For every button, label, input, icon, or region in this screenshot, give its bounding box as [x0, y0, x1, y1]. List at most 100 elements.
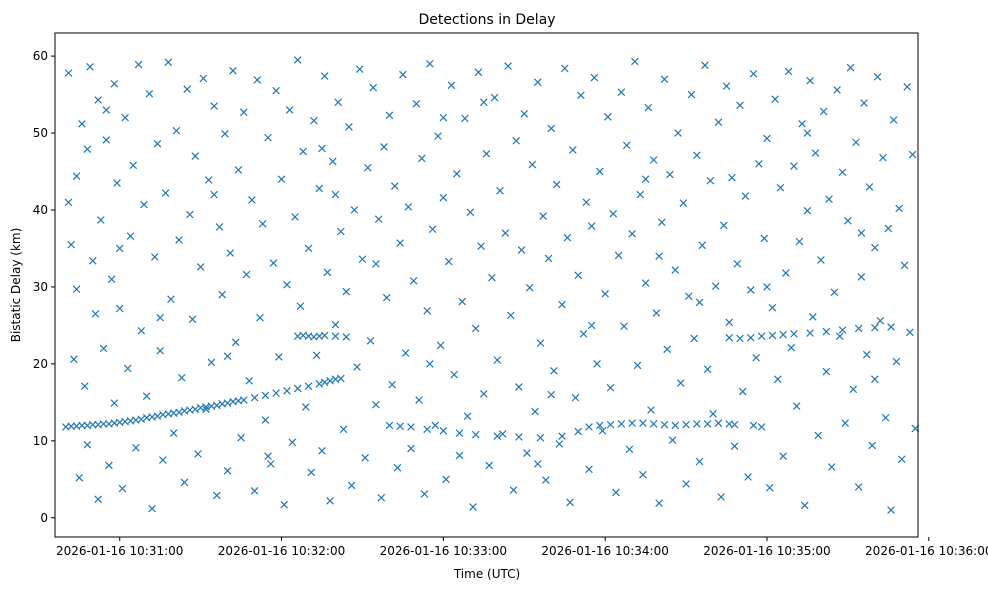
data-point — [479, 98, 488, 107]
data-point — [887, 506, 895, 514]
data-point — [822, 367, 831, 376]
data-point — [345, 123, 353, 131]
data-point — [825, 195, 833, 204]
data-point — [385, 421, 394, 430]
data-point — [264, 133, 272, 142]
data-point — [156, 313, 165, 322]
data-point — [757, 423, 766, 431]
data-point — [450, 370, 458, 379]
data-point — [763, 283, 771, 291]
data-point — [380, 143, 388, 151]
data-point — [283, 280, 291, 289]
data-point — [248, 196, 256, 204]
y-tick-label: 20 — [33, 357, 48, 371]
data-point — [819, 107, 828, 116]
data-point — [320, 378, 329, 387]
plot-frame — [54, 32, 919, 538]
data-point — [773, 375, 782, 384]
chart-title: Detections in Delay — [418, 12, 555, 28]
data-point — [649, 420, 658, 428]
data-point — [331, 320, 340, 329]
data-point — [315, 380, 324, 388]
data-point — [806, 76, 814, 85]
data-point — [159, 456, 167, 464]
data-point — [444, 257, 453, 266]
data-point — [528, 160, 537, 169]
data-point — [105, 461, 113, 470]
data-point — [566, 498, 574, 507]
data-point — [752, 353, 761, 362]
data-point — [331, 332, 340, 340]
data-point — [404, 203, 413, 211]
data-point — [339, 425, 348, 434]
data-point — [202, 405, 210, 414]
data-point — [509, 486, 518, 494]
data-point — [768, 303, 777, 312]
data-point — [800, 501, 809, 510]
data-point — [763, 134, 771, 143]
data-point — [671, 421, 680, 430]
data-point — [126, 232, 135, 240]
data-point — [593, 360, 601, 368]
data-point — [99, 420, 108, 428]
data-point — [137, 326, 146, 335]
data-point — [304, 244, 313, 253]
data-point — [442, 475, 450, 484]
data-point — [409, 276, 418, 285]
data-point — [649, 156, 658, 164]
data-point — [660, 420, 669, 429]
data-point — [401, 349, 410, 357]
data-point — [72, 285, 81, 294]
data-point — [536, 433, 545, 442]
data-point — [493, 432, 502, 441]
data-point — [194, 450, 202, 458]
data-point — [746, 286, 755, 294]
data-point — [353, 363, 361, 371]
data-point — [412, 99, 421, 108]
data-point — [396, 422, 405, 431]
data-point — [239, 396, 248, 404]
data-point — [423, 425, 431, 434]
data-point — [846, 63, 855, 72]
data-point — [550, 366, 558, 375]
data-point — [703, 365, 712, 374]
data-point — [115, 304, 124, 313]
data-point — [849, 385, 858, 394]
x-tick-label: 2026-01-16 10:34:00 — [541, 544, 668, 558]
data-point — [148, 504, 156, 513]
data-point — [304, 382, 313, 391]
data-point — [358, 255, 367, 264]
data-point — [285, 106, 294, 114]
data-point — [668, 436, 677, 444]
data-point — [525, 283, 534, 292]
data-point — [684, 292, 693, 300]
data-point — [817, 256, 825, 264]
data-point — [887, 323, 895, 331]
data-point — [679, 199, 688, 207]
data-point — [714, 419, 723, 427]
data-point — [150, 253, 159, 261]
data-point — [266, 460, 275, 468]
data-point — [86, 63, 94, 71]
data-point — [167, 295, 175, 304]
data-point — [515, 433, 523, 441]
data-point — [617, 88, 626, 97]
data-point — [560, 64, 569, 73]
data-point — [865, 183, 874, 191]
y-tick-label: 60 — [33, 49, 48, 63]
data-point — [366, 336, 375, 345]
data-point — [782, 269, 790, 277]
data-point — [479, 390, 488, 398]
data-point — [280, 500, 289, 509]
data-point — [547, 390, 556, 399]
data-point — [153, 412, 162, 421]
data-point — [577, 91, 585, 100]
data-point — [728, 173, 736, 182]
data-point — [717, 493, 725, 501]
data-point — [145, 89, 154, 98]
x-axis-label: Time (UTC) — [453, 567, 520, 581]
data-point — [741, 192, 750, 200]
data-point — [506, 311, 515, 320]
data-point — [552, 180, 561, 189]
